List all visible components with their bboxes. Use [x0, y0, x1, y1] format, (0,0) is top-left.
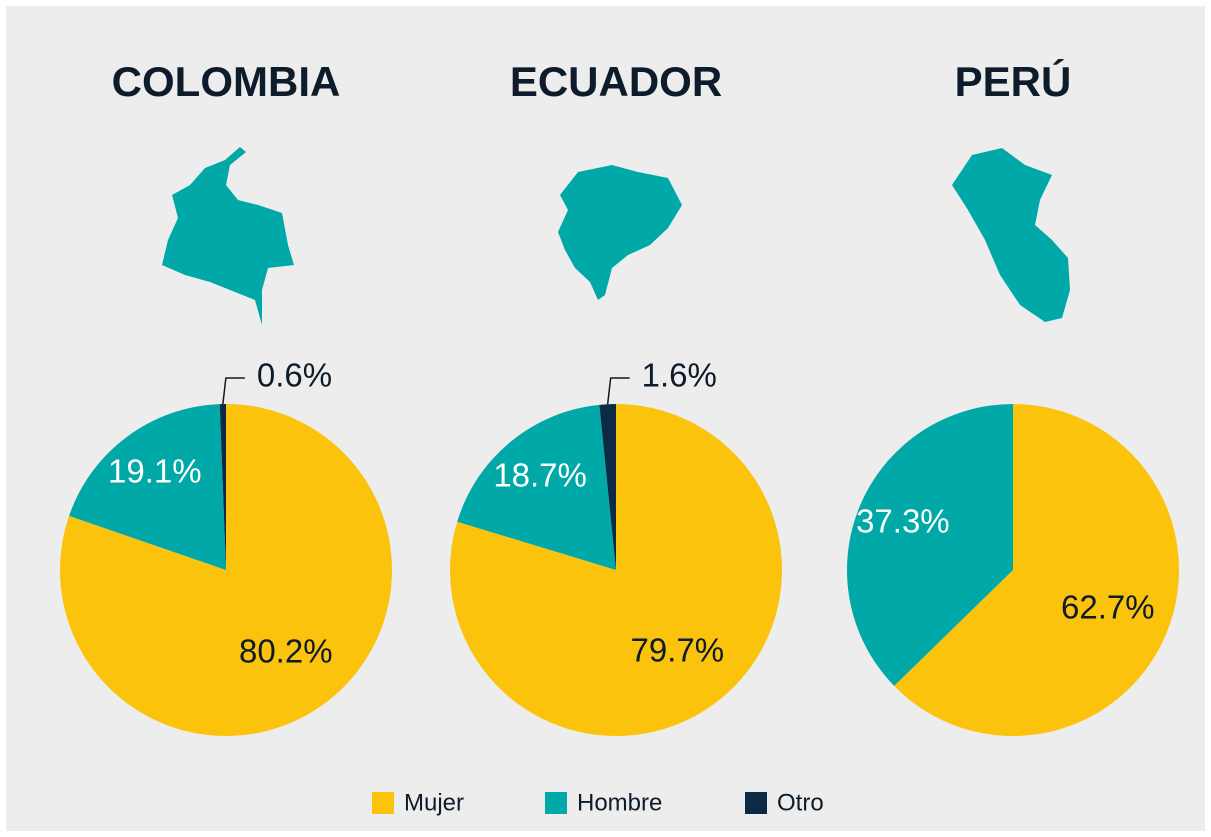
legend-swatch	[372, 792, 394, 814]
legend-label: Hombre	[577, 789, 662, 816]
pie-slice	[219, 404, 226, 570]
legend-label: Otro	[777, 789, 824, 816]
data-label: 1.6%	[642, 357, 717, 394]
pie-slice	[59, 404, 392, 737]
pie-slice	[457, 404, 616, 570]
pie-title: ECUADOR	[510, 58, 722, 105]
legend-label: Mujer	[404, 789, 464, 816]
map-peru	[952, 148, 1070, 322]
data-label: 18.7%	[493, 456, 587, 493]
data-label: 80.2%	[239, 633, 333, 670]
pie-slice	[846, 404, 1013, 686]
map-ecuador	[558, 165, 682, 300]
leader-line	[606, 377, 630, 405]
data-label: 19.1%	[108, 453, 202, 490]
data-label: 0.6%	[257, 357, 332, 394]
legend-swatch	[745, 792, 767, 814]
pie-title: PERÚ	[955, 57, 1072, 105]
pie-title: COLOMBIA	[112, 58, 341, 105]
data-label: 37.3%	[856, 502, 950, 539]
legend-swatch	[545, 792, 567, 814]
pie-slice	[894, 404, 1179, 736]
map-colombia	[162, 147, 294, 325]
pie-slice	[599, 404, 616, 570]
data-label: 79.7%	[630, 631, 724, 668]
leader-line	[222, 377, 245, 405]
pie-slice	[449, 404, 782, 736]
pie-slice	[69, 404, 226, 570]
data-label: 62.7%	[1061, 589, 1155, 626]
